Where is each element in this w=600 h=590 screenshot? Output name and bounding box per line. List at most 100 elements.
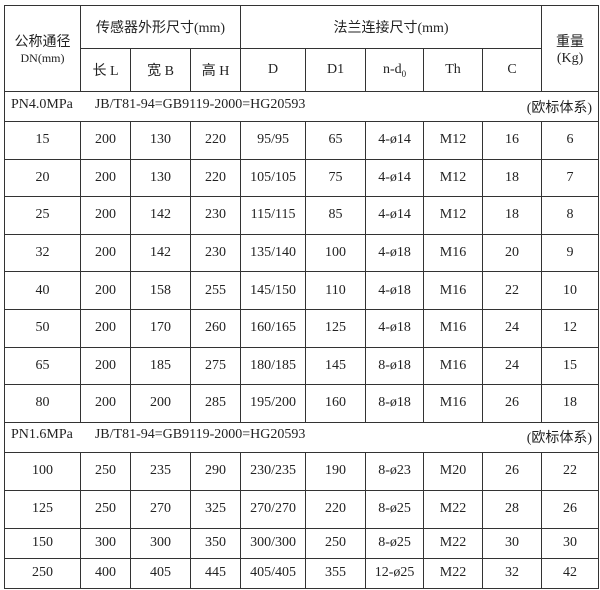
col-width: 宽 B [130, 48, 191, 92]
table-cell: 200 [80, 346, 131, 386]
table-cell: 20 [482, 233, 543, 273]
table-cell: 100 [4, 451, 81, 491]
table-cell: 160/165 [240, 308, 307, 348]
table-cell: 22 [541, 451, 600, 491]
dn-unit: DN(mm) [20, 51, 65, 65]
sensor-header: 传感器外形尺寸(mm) [79, 5, 242, 49]
col-d: D [240, 48, 307, 92]
table-cell: 285 [189, 384, 242, 423]
table-cell: 15 [541, 346, 600, 386]
table-cell: 4-ø14 [365, 121, 425, 160]
table-cell: M20 [423, 451, 484, 491]
table-cell: 200 [80, 384, 131, 423]
table-cell: 6 [541, 121, 600, 160]
table-cell: 200 [80, 196, 131, 235]
table-cell: 220 [189, 121, 242, 160]
table-cell: 350 [189, 527, 242, 559]
weight-header: 重量 (Kg) [541, 5, 600, 92]
flange-dimension-table: 公称通径 DN(mm) 传感器外形尺寸(mm) 法兰连接尺寸(mm) 重量 (Kg)… [3, 5, 600, 589]
table-cell: 125 [4, 489, 81, 529]
col-length: 长 L [80, 48, 131, 92]
table-row: 65 200 185 275 180/185 145 8-ø18 M16 24 15 [4, 346, 600, 386]
table-cell: 50 [4, 308, 81, 348]
table-cell: 195/200 [240, 384, 307, 423]
table-cell: 355 [305, 557, 367, 589]
col-nd: n-d0 [365, 48, 425, 92]
table-row: 100 250 235 290 230/235 190 8-ø23 M20 26 22 [4, 451, 600, 491]
table-cell: 80 [4, 384, 81, 423]
table-cell: 300/300 [240, 527, 307, 559]
table-cell: 7 [541, 158, 600, 198]
table-cell: 200 [80, 121, 131, 160]
table-row: 32 200 142 230 135/140 100 4-ø18 M16 20 9 [4, 233, 600, 273]
table-cell: M16 [423, 233, 484, 273]
table-cell: 9 [541, 233, 600, 273]
col-th: Th [423, 48, 484, 92]
table-cell: 250 [80, 489, 131, 529]
weight-unit: (Kg) [556, 50, 584, 66]
table-cell: 8 [541, 196, 600, 235]
col-nd-label: n-d [382, 61, 402, 77]
table-cell: 12-ø25 [365, 557, 425, 589]
weight-label: 重量 [556, 34, 585, 50]
table-cell: 185 [130, 346, 191, 386]
standard: JB/T81-94=GB9119-2000=HG20593 [94, 427, 306, 443]
table-cell: 405 [130, 557, 191, 589]
table-cell: 290 [189, 451, 242, 491]
table-cell: 270/270 [240, 489, 307, 529]
table-cell: 220 [189, 158, 242, 198]
table-cell: 445 [189, 557, 242, 589]
table-row: 125 250 270 325 270/270 220 8-ø25 M22 28 26 [4, 489, 600, 529]
table-row: 15 200 130 220 95/95 65 4-ø14 M12 16 6 [4, 121, 600, 160]
table-cell: 270 [130, 489, 191, 529]
table-cell: 220 [305, 489, 367, 529]
section-row: PN1.6MPa JB/T81-94=GB9119-2000=HG20593 (欧标… [3, 421, 600, 453]
dn-label: 公称通径 [14, 35, 71, 50]
table-cell: 4-ø18 [365, 233, 425, 273]
table-cell: 32 [482, 557, 543, 589]
pressure: PN4.0MPa [11, 96, 73, 112]
table-cell: 275 [189, 346, 242, 386]
system: (欧标体系) [526, 431, 593, 447]
table-cell: 4-ø14 [365, 196, 425, 235]
table-cell: 28 [482, 489, 543, 529]
table-cell: 170 [130, 308, 191, 348]
table-cell: 26 [482, 384, 543, 423]
table-cell: M16 [423, 346, 484, 386]
table-cell: 250 [305, 527, 367, 559]
table-cell: 18 [482, 158, 543, 198]
table-cell: 4-ø18 [365, 271, 425, 310]
table-cell: M16 [423, 308, 484, 348]
table-cell: 40 [4, 271, 81, 310]
table-cell: 230 [189, 233, 242, 273]
table-cell: 95/95 [240, 121, 307, 160]
table-cell: 30 [482, 527, 543, 559]
table-cell: 300 [130, 527, 191, 559]
table-cell: 200 [80, 233, 131, 273]
table-cell: 30 [541, 527, 600, 559]
table-cell: 200 [130, 384, 191, 423]
table-row: 40 200 158 255 145/150 110 4-ø18 M16 22 10 [4, 271, 600, 310]
table-cell: 20 [4, 158, 81, 198]
table-cell: 110 [305, 271, 367, 310]
table-cell: 142 [130, 233, 191, 273]
table-cell: 145/150 [240, 271, 307, 310]
table-cell: 8-ø25 [365, 527, 425, 559]
table-cell: 190 [305, 451, 367, 491]
table-cell: 18 [541, 384, 600, 423]
table-row: 25 200 142 230 115/115 85 4-ø14 M12 18 8 [4, 196, 600, 235]
table-cell: M12 [423, 158, 484, 198]
table-cell: 22 [482, 271, 543, 310]
table-cell: 26 [541, 489, 600, 529]
table-cell: 26 [482, 451, 543, 491]
table-cell: 25 [4, 196, 81, 235]
table-cell: 85 [305, 196, 367, 235]
col-d1: D1 [305, 48, 367, 92]
table-cell: 200 [80, 271, 131, 310]
table-cell: 8-ø18 [365, 384, 425, 423]
table-cell: 4-ø18 [365, 308, 425, 348]
table-row: 20 200 130 220 105/105 75 4-ø14 M12 18 7 [4, 158, 600, 198]
table-cell: 260 [189, 308, 242, 348]
standard: JB/T81-94=GB9119-2000=HG20593 [94, 96, 306, 112]
table-cell: 10 [541, 271, 600, 310]
